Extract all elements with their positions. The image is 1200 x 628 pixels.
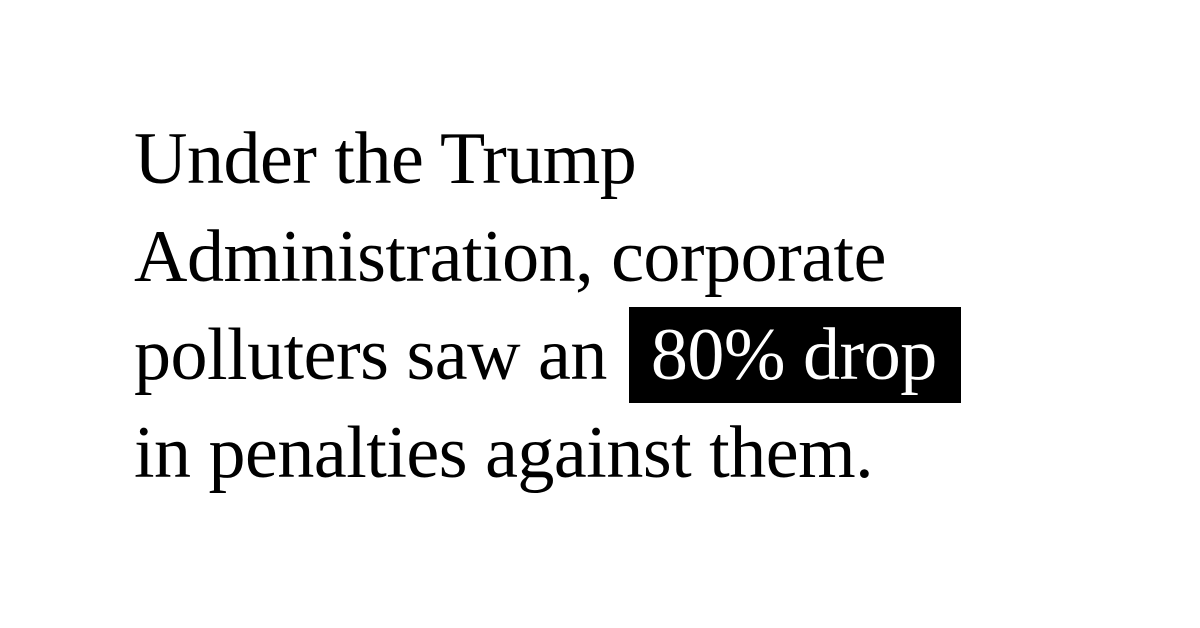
statement-line-3-text: polluters saw an xyxy=(134,314,607,396)
highlight-statistic: 80% drop xyxy=(628,307,961,403)
statement-line-3: polluters saw an 80% drop xyxy=(134,306,1134,404)
statement-line-2: Administration, corporate xyxy=(134,216,886,298)
statement-line-4: in penalties against them. xyxy=(134,412,874,494)
statement-text: Under the Trump Administration, corporat… xyxy=(134,110,1134,502)
statement-line-1: Under the Trump xyxy=(134,118,637,200)
